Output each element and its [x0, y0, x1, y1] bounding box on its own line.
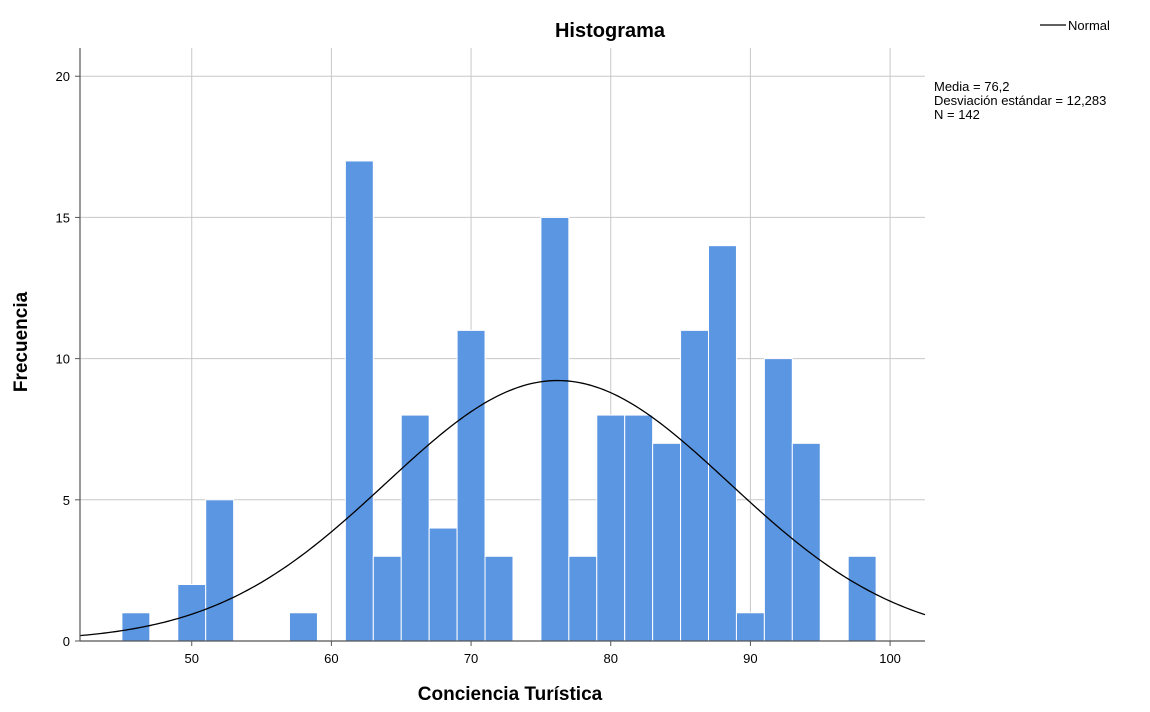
histogram-bar [177, 584, 207, 642]
x-tick-label: 80 [604, 651, 618, 666]
histogram-bar [205, 499, 235, 642]
x-tick-label: 90 [743, 651, 757, 666]
y-tick-label: 5 [63, 493, 70, 508]
x-tick-label: 50 [185, 651, 199, 666]
x-axis-title: Conciencia Turística [418, 684, 603, 705]
histogram-bar [289, 612, 318, 642]
histogram-bar [568, 555, 598, 642]
histogram-bar [344, 160, 374, 642]
histogram-bar [652, 442, 682, 642]
histogram-bar [484, 555, 514, 642]
histogram-bar [624, 414, 654, 642]
x-tick-label: 70 [464, 651, 478, 666]
y-tick-label: 20 [56, 69, 70, 84]
x-tick-label: 100 [879, 651, 901, 666]
stats-mean: Media = 76,2 [934, 79, 1010, 94]
y-tick-labels: 0 5 10 15 20 [56, 69, 70, 649]
stats-box: Media = 76,2 Desviación estándar = 12,28… [934, 79, 1106, 122]
histogram-bar [708, 245, 737, 642]
chart-title: Histograma [555, 20, 666, 42]
histogram-bar [680, 329, 710, 642]
histogram-bar [540, 216, 570, 642]
y-tick-label: 10 [56, 352, 70, 367]
histogram-bar [372, 555, 402, 642]
y-tick-label: 0 [63, 634, 70, 649]
legend-label: Normal [1068, 18, 1110, 33]
stats-n: N = 142 [934, 107, 980, 122]
histogram-bar [847, 555, 877, 642]
histogram-bar [456, 329, 486, 642]
stats-sd: Desviación estándar = 12,283 [934, 93, 1106, 108]
histogram-bar [596, 414, 626, 642]
x-tick-labels: 50 60 70 80 90 100 [185, 651, 901, 666]
axes [75, 48, 925, 646]
bars [121, 160, 877, 642]
legend: Normal [1040, 18, 1110, 33]
histogram-bar [735, 612, 765, 642]
y-axis-title: Frecuencia [11, 291, 32, 392]
normal-curve [79, 379, 926, 637]
histogram-bar [400, 414, 430, 642]
histogram-bar [763, 358, 793, 642]
x-tick-label: 60 [324, 651, 338, 666]
y-tick-label: 15 [56, 210, 70, 225]
normal-curve-layer [79, 379, 926, 637]
histogram-bar [428, 527, 458, 642]
